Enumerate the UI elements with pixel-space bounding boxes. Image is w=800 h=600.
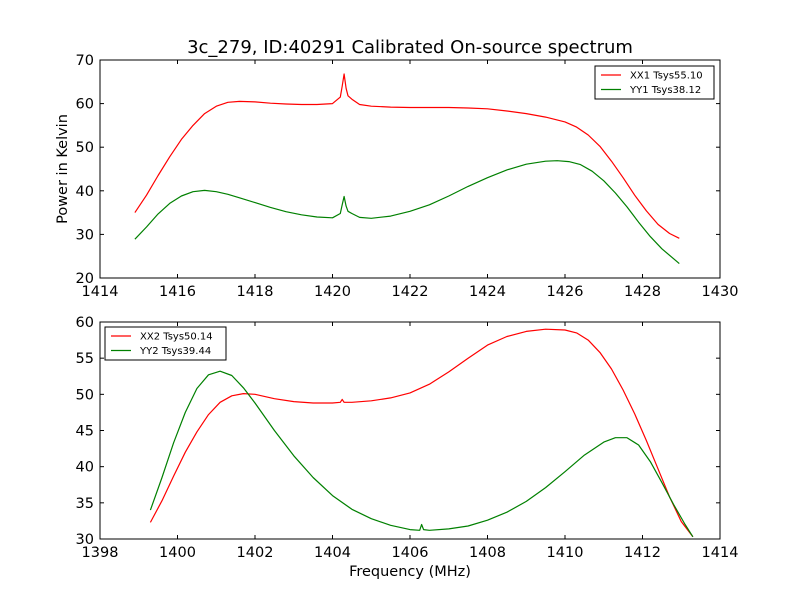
bottom-y-tick-label: 30 (76, 532, 94, 548)
bottom-y-tick-label: 60 (76, 315, 94, 331)
bottom-x-tick-label: 1404 (314, 545, 351, 561)
bottom-legend-label: XX2 Tsys50.14 (140, 332, 213, 343)
top-x-tick-label: 1428 (624, 284, 661, 300)
bottom-x-tick-label: 1400 (159, 545, 196, 561)
bottom-series-line-2 (149, 370, 694, 538)
bottom-y-tick-label: 40 (76, 460, 94, 476)
bottom-ticks: 1398 1400 1402 1404 1406 1408 1410 1412 1414 30 35… (76, 315, 739, 561)
top-y-tick-label: 70 (76, 53, 94, 69)
top-legend-label: YY1 Tsys38.12 (629, 85, 701, 96)
bottom-legend-box (104, 326, 227, 361)
top-legend-box (594, 65, 715, 100)
bottom-y-tick-label: 45 (76, 424, 94, 440)
top-x-tick-label: 1414 (82, 284, 119, 300)
bottom-series (149, 328, 694, 538)
bottom-y-tick-label: 50 (76, 387, 94, 403)
top-y-tick-label: 60 (76, 97, 94, 113)
top-x-tick-label: 1416 (159, 284, 196, 300)
top-series-line-1 (134, 73, 680, 239)
bottom-legend-label: YY2 Tsys39.44 (139, 346, 211, 357)
top-x-tick-label: 1424 (469, 284, 506, 300)
top-series (134, 73, 680, 265)
top-x-tick-label: 1426 (547, 284, 584, 300)
bottom-x-tick-label: 1406 (392, 545, 429, 561)
bottom-y-tick-label: 35 (76, 496, 94, 512)
bottom-x-axis-label: Frequency (MHz) (349, 564, 471, 580)
top-y-tick-label: 30 (76, 227, 94, 243)
bottom-x-tick-label: 1408 (469, 545, 506, 561)
top-legend-label: XX1 Tsys55.10 (630, 71, 703, 82)
top-y-tick-label: 20 (76, 271, 94, 287)
figure-title: 3c_279, ID:40291 Calibrated On-source sp… (187, 37, 633, 58)
top-legend: XX1 Tsys55.10 YY1 Tsys38.12 (594, 65, 715, 100)
bottom-x-tick-label: 1412 (624, 545, 661, 561)
bottom-series-line-1 (149, 328, 694, 538)
top-x-tick-label: 1418 (237, 284, 274, 300)
bottom-x-tick-label: 1402 (237, 545, 274, 561)
bottom-y-tick-label: 55 (76, 351, 94, 367)
top-series-line-2 (134, 160, 680, 265)
top-ticks: 1414 1416 1418 1420 1422 1424 1426 1428 1430 20 30… (76, 53, 739, 300)
bottom-x-tick-label: 1410 (547, 545, 584, 561)
bottom-x-tick-label: 1414 (702, 545, 739, 561)
top-y-tick-label: 50 (76, 140, 94, 156)
top-y-axis-label: Power in Kelvin (55, 114, 71, 224)
top-x-tick-label: 1430 (702, 284, 739, 300)
top-x-tick-label: 1420 (314, 284, 351, 300)
bottom-x-tick-label: 1398 (82, 545, 119, 561)
top-y-tick-label: 40 (76, 184, 94, 200)
top-x-tick-label: 1422 (392, 284, 429, 300)
bottom-panel: 1398 1400 1402 1404 1406 1408 1410 1412 1414 30 35… (76, 315, 739, 580)
top-panel: 1414 1416 1418 1420 1422 1424 1426 1428 1430 20 30… (55, 53, 738, 300)
bottom-legend: XX2 Tsys50.14 YY2 Tsys39.44 (104, 326, 227, 361)
